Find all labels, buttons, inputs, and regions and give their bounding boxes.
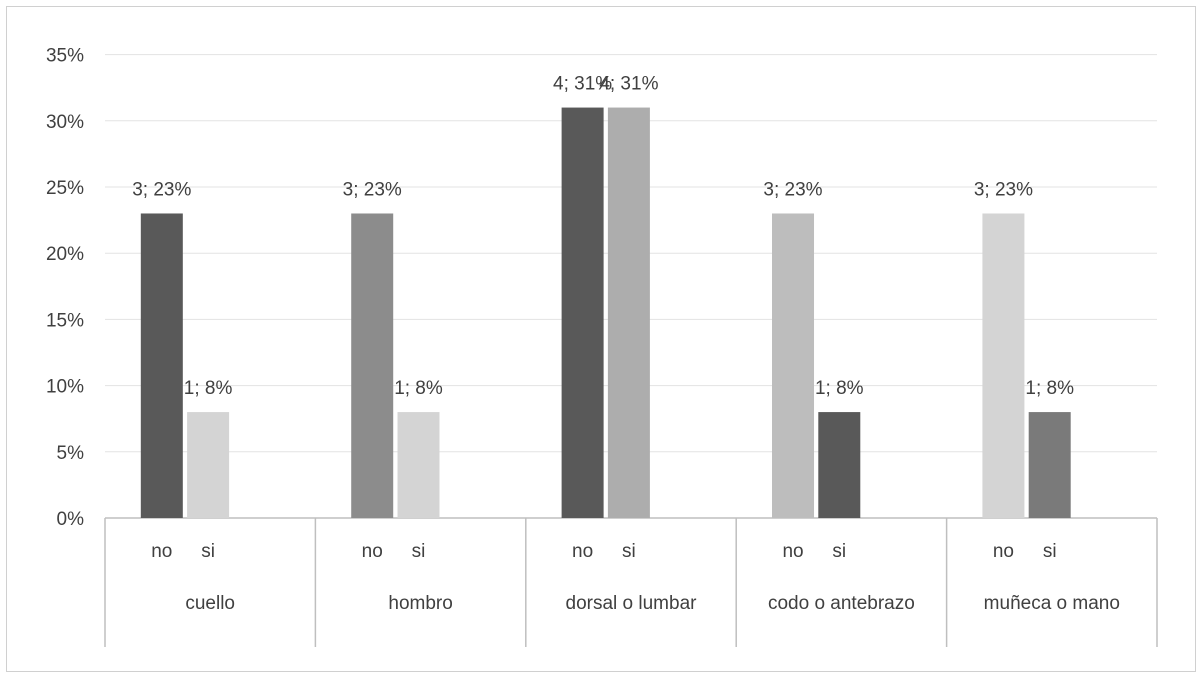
data-label: 3; 23% [132,179,191,200]
data-label: 4; 31% [599,74,658,95]
y-tick-label: 10% [46,377,84,398]
x-category-label: si [201,541,215,562]
y-tick-label: 25% [46,178,84,199]
x-category-label: si [622,541,636,562]
x-group-label: hombro [388,593,452,614]
bar [187,412,230,518]
x-group-label: cuello [185,593,235,614]
y-tick-label: 20% [46,244,84,265]
data-label: 3; 23% [343,179,402,200]
data-label: 4; 31% [553,74,612,95]
bar [561,107,604,518]
x-group-label: codo o antebrazo [768,593,915,614]
x-group-label: muñeca o mano [984,593,1120,614]
bar [982,213,1025,519]
data-label: 3; 23% [974,179,1033,200]
bar [772,213,815,519]
x-category-label: no [782,541,803,562]
x-category-label: no [572,541,593,562]
x-group-label: dorsal o lumbar [566,593,698,614]
data-label: 3; 23% [763,179,822,200]
x-category-label: no [151,541,172,562]
y-tick-label: 35% [46,46,84,67]
x-category-label: si [832,541,846,562]
bar [351,213,394,519]
y-tick-label: 0% [57,509,85,530]
bar [140,213,183,519]
data-label: 1; 8% [184,378,233,399]
bar [818,412,861,518]
y-tick-label: 30% [46,112,84,133]
x-category-label: no [362,541,383,562]
x-category-label: si [1043,541,1057,562]
x-category-label: no [993,541,1014,562]
bar [397,412,440,518]
bar [1028,412,1071,518]
bar [607,107,650,518]
data-label: 1; 8% [815,378,864,399]
data-label: 1; 8% [394,378,443,399]
data-label: 1; 8% [1025,378,1074,399]
x-category-label: si [412,541,426,562]
y-tick-label: 5% [57,443,85,464]
y-tick-label: 15% [46,310,84,331]
